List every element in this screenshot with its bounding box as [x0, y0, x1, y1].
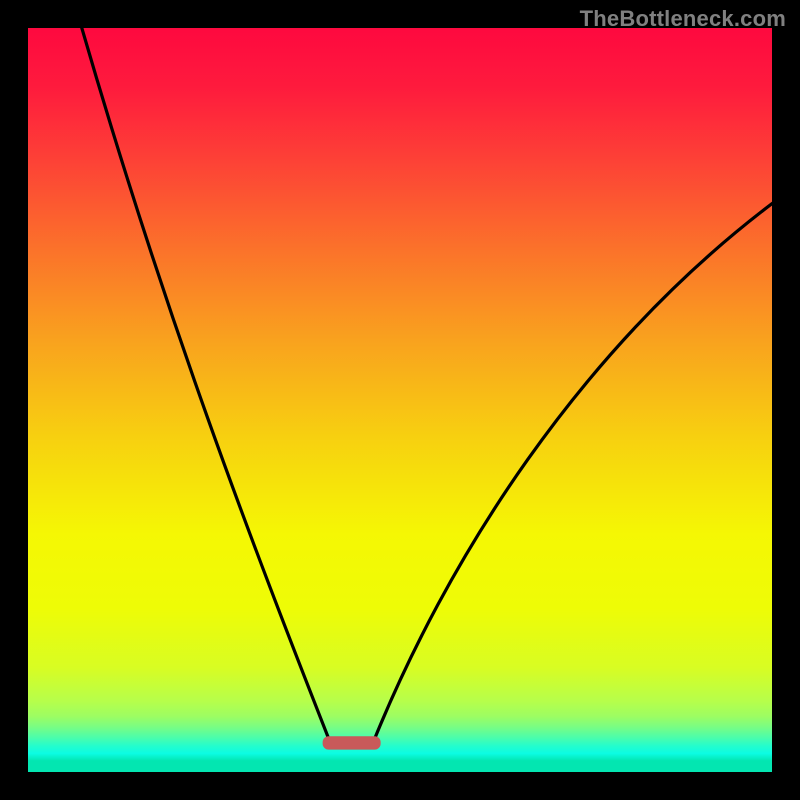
chart-svg	[0, 0, 800, 800]
chart-stage: TheBottleneck.com	[0, 0, 800, 800]
dip-marker	[323, 736, 381, 749]
watermark-text: TheBottleneck.com	[580, 6, 786, 32]
gradient-background	[28, 28, 772, 772]
